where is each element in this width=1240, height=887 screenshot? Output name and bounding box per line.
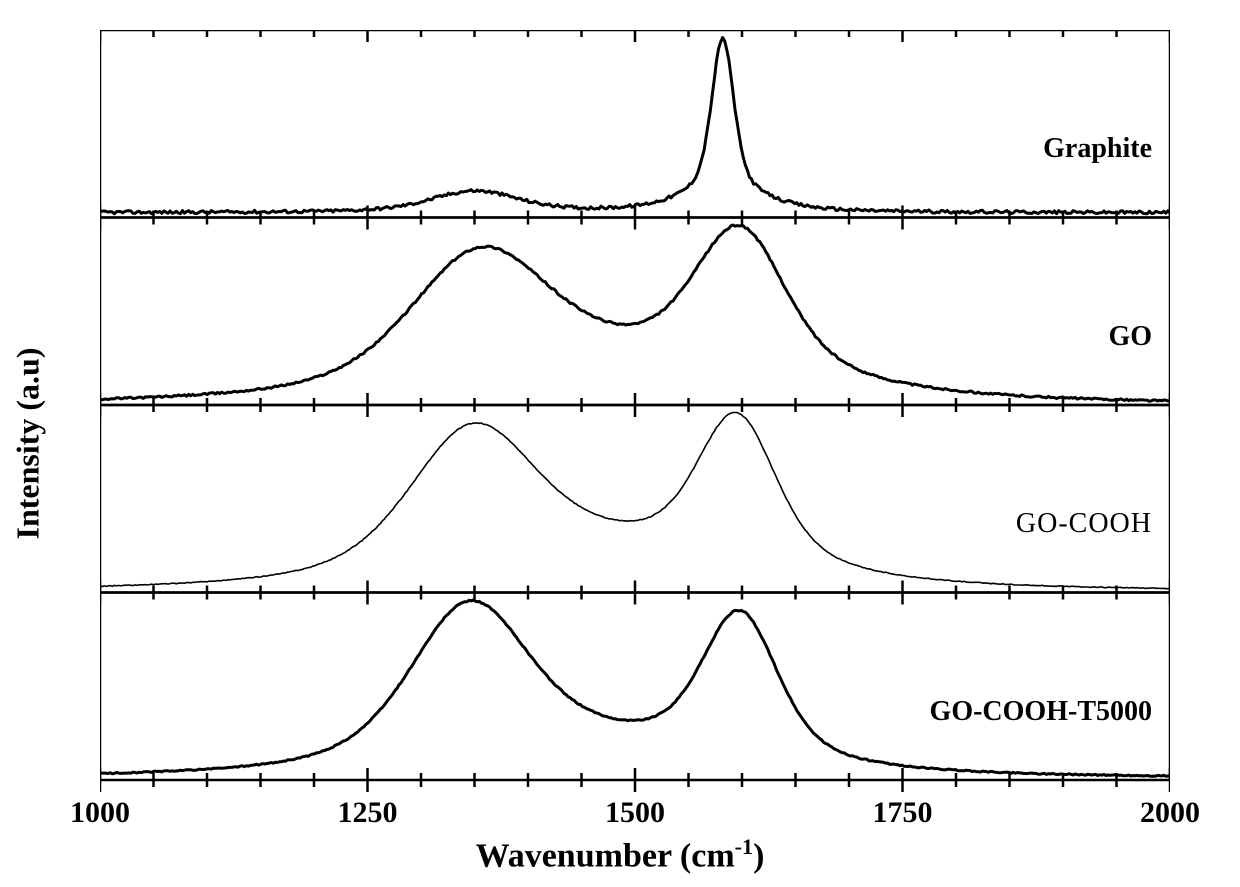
panel-label: Graphite [1043,133,1152,165]
y-axis-label-container: Intensity (a.u) [8,0,48,887]
y-axis-label: Intensity (a.u) [10,347,47,539]
x-tick-label: 2000 [1140,796,1200,830]
x-tick-label: 1750 [873,796,933,830]
x-axis-label-prefix: Wavenumber (cm [476,837,735,874]
panel-label: GO-COOH-T5000 [930,696,1152,728]
x-tick-label: 1000 [70,796,130,830]
x-tick-label: 1500 [605,796,665,830]
x-axis-label-superscript: -1 [735,834,753,859]
panel-label: GO [1108,321,1152,353]
x-axis-label-suffix: ) [753,837,764,874]
x-tick-label: 1250 [338,796,398,830]
x-axis-label: Wavenumber (cm-1) [0,834,1240,875]
panel-label: GO-COOH [1016,508,1152,540]
plot-panels: 10001250150017502000 GraphiteGOGO-COOHGO… [100,30,1170,780]
raman-figure: Intensity (a.u) 1000 1250 1500 1750 2000 Gra… [0,0,1240,887]
